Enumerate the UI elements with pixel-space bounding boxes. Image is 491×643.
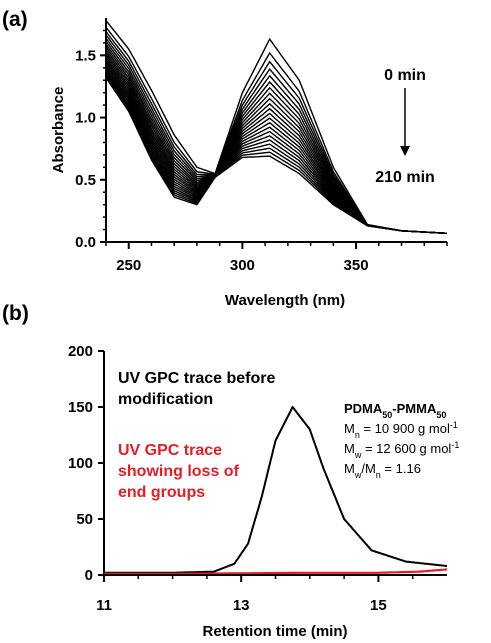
legend-after-line2: showing loss of (118, 463, 240, 480)
a-y-tick-label: 0.0 (75, 234, 96, 251)
legend-before: UV GPC trace before modification (118, 370, 280, 408)
info-dispersity: Mw/Mn = 1.16 (344, 461, 421, 480)
gpc-trace-after (104, 568, 448, 575)
legend-after-line1: UV GPC trace (118, 442, 222, 459)
b-y-tick-label: 0 (85, 567, 93, 584)
a-x-ticks: 250 300 350 (105, 242, 448, 274)
info-box: PDMA50-PMMA50 Mn = 10 900 g mol-1 Mw = 1… (344, 401, 459, 480)
gpc-trace-before (104, 406, 448, 574)
legend-after: UV GPC trace showing loss of end groups (118, 442, 243, 501)
info-mn: Mn = 10 900 g mol-1 (344, 420, 458, 440)
a-annotation-start: 0 min (384, 67, 426, 84)
b-y-tick-label: 50 (76, 511, 93, 528)
a-annotation-end: 210 min (375, 169, 435, 186)
b-y-tick-label: 200 (68, 343, 93, 360)
a-y-tick-label: 1.0 (75, 110, 96, 127)
info-mw: Mw = 12 600 g mol-1 (344, 440, 459, 460)
a-curves (105, 20, 448, 234)
info-title: PDMA50-PMMA50 (344, 401, 446, 420)
b-y-ticks: 0 50 100 150 200 (68, 343, 104, 584)
a-y-tick-label: 0.5 (75, 172, 96, 189)
a-x-tick-label: 300 (230, 257, 255, 274)
absorbance-curve (105, 58, 448, 234)
panel-a-label: (a) (2, 8, 28, 31)
absorbance-curve (105, 77, 448, 234)
panel-b: (b) 0 50 100 150 200 11 13 15 Retention time (… (2, 302, 459, 640)
b-x-tick-label: 15 (370, 597, 387, 614)
b-x-tick-label: 11 (96, 597, 112, 614)
a-y-tick-label: 1.5 (75, 47, 96, 64)
legend-before-line1: UV GPC trace before (118, 370, 275, 387)
panel-b-label: (b) (2, 302, 29, 325)
b-x-ticks: 11 13 15 (96, 575, 414, 614)
b-x-axis-title: Retention time (min) (203, 623, 348, 640)
a-x-tick-label: 350 (344, 257, 369, 274)
a-time-arrow-head (400, 146, 410, 156)
b-x-tick-label: 13 (233, 597, 250, 614)
legend-before-line2: modification (118, 391, 213, 408)
b-y-tick-label: 100 (68, 455, 93, 472)
a-x-tick-label: 250 (116, 257, 141, 274)
b-y-tick-label: 150 (68, 399, 93, 416)
a-x-axis-title: Wavelength (nm) (225, 292, 345, 309)
a-y-axis-title: Absorbance (50, 87, 67, 174)
legend-after-line3: end groups (118, 484, 205, 501)
panel-a: (a) 0.0 0.5 1.0 1.5 250 300 350 Absorbance Wa… (2, 8, 448, 309)
a-y-ticks: 0.0 0.5 1.0 1.5 (75, 29, 106, 251)
b-curves (104, 406, 448, 575)
